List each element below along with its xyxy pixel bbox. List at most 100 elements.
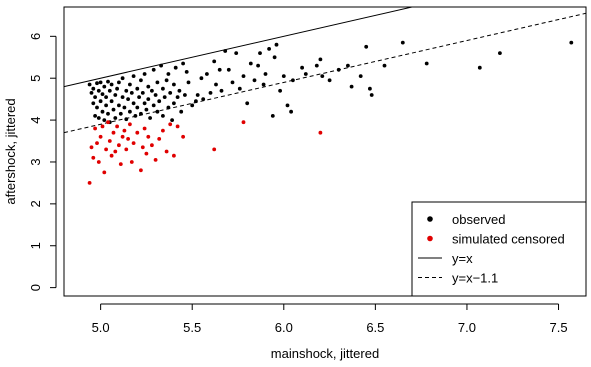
y-tick-label: 6 xyxy=(28,33,43,40)
data-point xyxy=(144,151,149,156)
data-point xyxy=(87,82,92,87)
legend-label: observed xyxy=(452,212,505,227)
x-tick-label: 6.5 xyxy=(366,320,384,335)
data-point xyxy=(314,63,319,68)
data-point xyxy=(155,109,160,114)
data-point xyxy=(159,63,164,68)
data-point xyxy=(424,61,429,66)
data-point xyxy=(181,134,186,139)
data-point xyxy=(205,72,209,76)
data-point xyxy=(131,74,136,78)
series-1 xyxy=(87,40,574,125)
x-tick-label: 7.5 xyxy=(549,320,567,335)
data-point xyxy=(170,118,175,122)
data-point xyxy=(214,82,218,87)
data-point xyxy=(318,57,323,62)
data-point xyxy=(120,76,125,81)
data-point xyxy=(183,93,187,97)
data-point xyxy=(137,95,142,99)
data-point xyxy=(104,95,108,99)
data-point xyxy=(106,120,110,125)
data-point xyxy=(117,103,121,108)
data-point xyxy=(118,111,123,116)
data-point xyxy=(109,82,114,87)
data-point xyxy=(364,44,369,49)
data-point xyxy=(142,72,147,76)
data-point xyxy=(184,70,189,74)
data-point xyxy=(96,160,101,164)
data-point xyxy=(256,63,260,68)
data-point xyxy=(241,74,246,78)
data-point xyxy=(336,67,341,72)
data-point xyxy=(98,80,103,85)
legend-label: y=x xyxy=(452,251,473,266)
data-point xyxy=(126,137,130,141)
data-point xyxy=(95,141,99,146)
data-point xyxy=(172,101,176,106)
data-point xyxy=(477,65,482,70)
data-point xyxy=(111,107,116,112)
data-point xyxy=(135,130,140,135)
data-point xyxy=(157,99,162,104)
data-point xyxy=(96,88,101,93)
data-point xyxy=(234,51,239,55)
data-point xyxy=(89,145,94,150)
data-point xyxy=(327,78,332,83)
data-point xyxy=(142,101,147,106)
legend-marker xyxy=(427,216,433,222)
data-point xyxy=(131,101,136,106)
data-point xyxy=(115,86,119,91)
data-point xyxy=(172,82,176,87)
data-point xyxy=(175,124,180,129)
data-point xyxy=(194,99,198,104)
data-point xyxy=(93,126,97,131)
data-point xyxy=(153,158,158,162)
data-point xyxy=(320,74,325,78)
data-point xyxy=(98,99,103,104)
data-point xyxy=(131,141,136,146)
data-point xyxy=(248,61,253,66)
data-point xyxy=(96,116,101,120)
data-point xyxy=(129,91,134,95)
data-point xyxy=(146,134,151,139)
data-point xyxy=(139,78,143,83)
data-point xyxy=(117,80,121,85)
x-tick-label: 7.0 xyxy=(458,320,476,335)
x-axis-label: mainshock, jittered xyxy=(271,346,379,361)
data-point xyxy=(368,86,372,91)
data-point xyxy=(300,65,304,70)
data-point xyxy=(263,72,268,76)
series-2 xyxy=(87,120,323,185)
data-point xyxy=(278,88,282,93)
data-point xyxy=(133,114,138,118)
data-point xyxy=(177,88,182,93)
data-point xyxy=(258,51,262,55)
data-point xyxy=(129,160,134,164)
data-point xyxy=(270,114,275,118)
data-point xyxy=(122,105,127,110)
data-point xyxy=(100,124,105,129)
data-point xyxy=(142,126,147,131)
data-point xyxy=(93,114,97,118)
data-point xyxy=(124,88,129,93)
reference-line-1 xyxy=(64,7,415,88)
data-point xyxy=(127,82,132,87)
data-point xyxy=(175,95,180,99)
legend-box xyxy=(411,201,587,297)
data-point xyxy=(113,93,118,97)
data-point xyxy=(104,147,108,152)
y-tick-label: 3 xyxy=(28,158,43,165)
data-point xyxy=(95,81,99,86)
data-point xyxy=(91,101,96,106)
data-point xyxy=(318,130,323,135)
data-point xyxy=(217,67,222,72)
data-point xyxy=(148,116,153,120)
data-point xyxy=(498,51,502,55)
data-point xyxy=(369,93,374,97)
data-point xyxy=(155,80,160,85)
data-point xyxy=(212,147,217,152)
data-point xyxy=(102,84,107,89)
data-point xyxy=(120,134,125,139)
data-point xyxy=(569,40,574,45)
data-point xyxy=(261,82,266,87)
